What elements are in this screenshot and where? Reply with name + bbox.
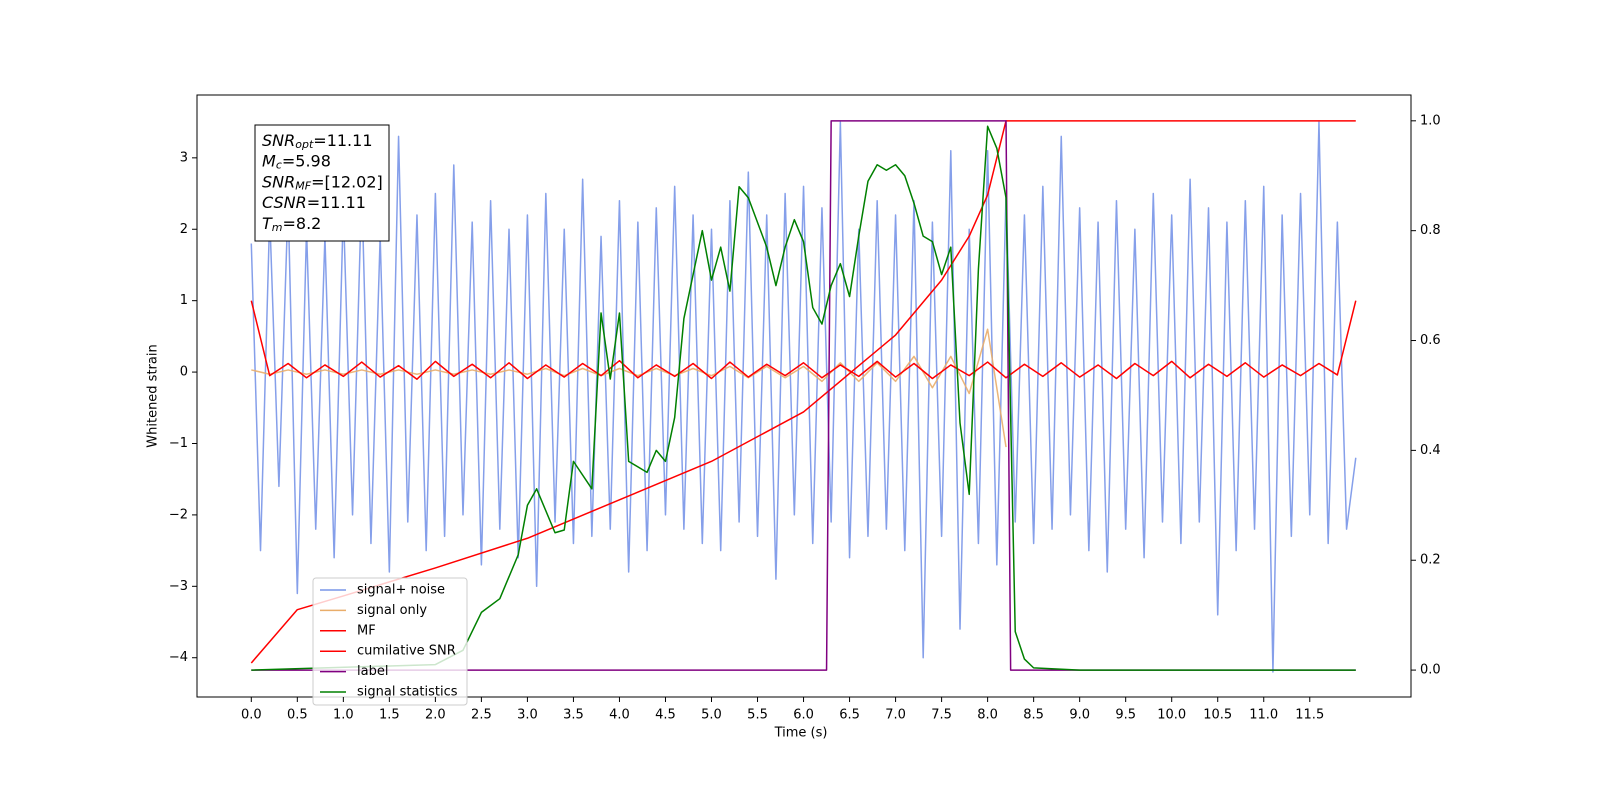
legend-label: signal only bbox=[357, 603, 427, 618]
y-tick-label: 2 bbox=[180, 222, 188, 237]
legend-frame bbox=[312, 577, 468, 706]
annotation-frame bbox=[254, 124, 390, 242]
x-tick-label: 11.0 bbox=[1249, 708, 1278, 723]
y2-tick-label: 0.2 bbox=[1420, 553, 1441, 568]
x-tick-label: 0.0 bbox=[241, 708, 262, 723]
annotation-subscript: MF bbox=[295, 179, 311, 192]
annotation-symbol: SNR bbox=[262, 172, 295, 191]
annotation-value: =11.11 bbox=[307, 193, 366, 212]
annotation-line: Tm=8.2 bbox=[262, 213, 321, 234]
annotation-value: =5.98 bbox=[282, 151, 331, 170]
y2-tick-label: 0.0 bbox=[1420, 663, 1441, 678]
x-tick-label: 3.5 bbox=[563, 708, 584, 723]
x-tick-label: 10.0 bbox=[1157, 708, 1186, 723]
x-axis-label: Time (s) bbox=[774, 726, 828, 741]
x-tick-label: 9.0 bbox=[1069, 708, 1090, 723]
annotation-line: SNRMF=[12.02] bbox=[262, 172, 383, 193]
annotation-symbol: M bbox=[262, 151, 276, 170]
y-tick-label: −3 bbox=[169, 579, 188, 594]
y2-tick-label: 1.0 bbox=[1420, 113, 1441, 128]
x-tick-label: 7.5 bbox=[931, 708, 952, 723]
annotation-subscript: opt bbox=[295, 138, 314, 151]
x-tick-label: 2.5 bbox=[471, 708, 492, 723]
annotation-symbol: SNR bbox=[262, 131, 295, 150]
x-tick-label: 10.5 bbox=[1203, 708, 1232, 723]
y2-tick-label: 0.4 bbox=[1420, 443, 1441, 458]
x-tick-label: 1.0 bbox=[333, 708, 354, 723]
x-tick-label: 8.5 bbox=[1023, 708, 1044, 723]
y-tick-label: −2 bbox=[169, 507, 188, 522]
y-tick-label: 1 bbox=[180, 293, 188, 308]
x-tick-label: 5.5 bbox=[747, 708, 768, 723]
legend-label: MF bbox=[357, 623, 376, 638]
x-tick-label: 0.5 bbox=[287, 708, 308, 723]
x-tick-label: 11.5 bbox=[1295, 708, 1324, 723]
x-tick-label: 4.0 bbox=[609, 708, 630, 723]
annotation-symbol: T bbox=[262, 213, 273, 232]
legend-label: signal+ noise bbox=[357, 583, 445, 598]
annotation-value: =11.11 bbox=[313, 131, 372, 150]
x-tick-label: 6.5 bbox=[839, 708, 860, 723]
series-line bbox=[251, 125, 1356, 671]
x-tick-label: 9.5 bbox=[1115, 708, 1136, 723]
x-tick-label: 2.0 bbox=[425, 708, 446, 723]
series-line bbox=[250, 300, 1357, 380]
x-tick-label: 8.0 bbox=[977, 708, 998, 723]
legend: signal+ noise signal only MF cumilative SNR… bbox=[312, 577, 468, 706]
annotation-line: CSNR=11.11 bbox=[262, 193, 366, 212]
annotation-line: SNRopt=11.11 bbox=[262, 131, 373, 152]
legend-label: signal statistics bbox=[357, 685, 458, 700]
x-tick-label: 3.0 bbox=[517, 708, 538, 723]
y-tick-label: −1 bbox=[169, 436, 188, 451]
x-tick-label: 7.0 bbox=[885, 708, 906, 723]
series-line bbox=[250, 121, 1357, 673]
y-tick-label: 0 bbox=[180, 365, 188, 380]
y2-tick-label: 0.6 bbox=[1420, 333, 1441, 348]
y2-tick-label: 0.8 bbox=[1420, 223, 1441, 238]
annotation-value: =8.2 bbox=[283, 213, 322, 232]
x-tick-label: 5.0 bbox=[701, 708, 722, 723]
x-tick-label: 4.5 bbox=[655, 708, 676, 723]
annotation-subscript: c bbox=[276, 159, 282, 172]
annotation-box: SNRopt=11.11Mc=5.98SNRMF=[12.02]CSNR=11.… bbox=[254, 124, 390, 242]
y-tick-label: 3 bbox=[180, 150, 188, 165]
y-tick-label: −4 bbox=[169, 650, 188, 665]
y-axis-label: Whitened strain bbox=[146, 344, 161, 447]
annotation-line: Mc=5.98 bbox=[262, 151, 331, 172]
x-tick-label: 6.0 bbox=[793, 708, 814, 723]
x-tick-label: 1.5 bbox=[379, 708, 400, 723]
annotation-value: =[12.02] bbox=[311, 172, 383, 191]
series-line bbox=[251, 328, 1007, 448]
legend-label: label bbox=[357, 664, 388, 679]
annotation-symbol: CSNR bbox=[262, 193, 307, 212]
annotation-subscript: m bbox=[272, 221, 283, 234]
legend-label: cumilative SNR bbox=[357, 644, 456, 659]
